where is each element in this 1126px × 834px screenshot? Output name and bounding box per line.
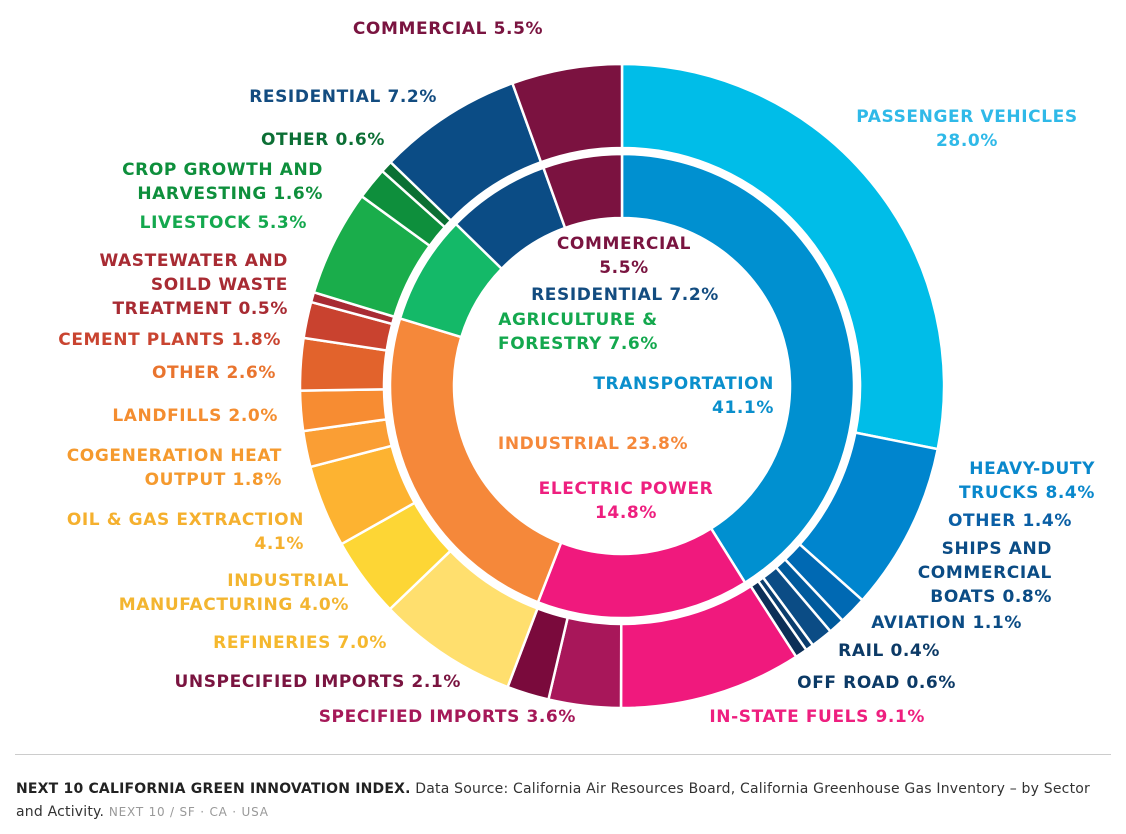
outer-label-aviation-4: AVIATION 1.1% xyxy=(871,613,1022,633)
outer-label-line: SOILD WASTE xyxy=(151,275,288,295)
sunburst-chart: PASSENGER VEHICLES 28.0% HEAVY-DUTY TRUCKS … xyxy=(58,19,1095,727)
inner-slice-commercial-5 xyxy=(542,152,624,230)
outer-label-line: MANUFACTURING 4.0% xyxy=(119,595,349,615)
outer-label-rail-5: RAIL 0.4% xyxy=(838,641,940,661)
outer-label-livestock-18: LIVESTOCK 5.3% xyxy=(140,213,307,233)
outer-label-passenger-vehicles-0: PASSENGER VEHICLES 28.0% xyxy=(856,107,1077,151)
outer-label-line: TREATMENT 0.5% xyxy=(112,299,288,319)
outer-label-line: COMMERCIAL xyxy=(918,563,1052,583)
outer-label-line: INDUSTRIAL xyxy=(227,571,349,591)
outer-label-line: HARVESTING 1.6% xyxy=(137,184,323,204)
outer-label-wastewater-and-soild-waste-treatment-17: WASTEWATER AND SOILD WASTE TREATMENT 0.5% xyxy=(99,251,288,319)
inner-label-agriculture-and-forestry-3: AGRICULTURE & FORESTRY 7.6% xyxy=(498,310,658,354)
footer-data-source: Data Source: California Air Resources Bo… xyxy=(16,781,1090,820)
outer-label-line: COGENERATION HEAT xyxy=(67,446,282,466)
outer-label-line: COMMERCIAL 5.5% xyxy=(353,19,543,39)
outer-label-line: 28.0% xyxy=(936,131,998,151)
outer-label-off-road-6: OFF ROAD 0.6% xyxy=(797,673,956,693)
outer-label-line: IN-STATE FUELS 9.1% xyxy=(709,707,925,727)
outer-label-cogeneration-heat-output-13: COGENERATION HEAT OUTPUT 1.8% xyxy=(67,446,282,490)
footer-meta: NEXT 10 / SF · CA · USA xyxy=(108,805,269,819)
inner-label-transportation-0: TRANSPORTATION 41.1% xyxy=(593,374,774,418)
footer-source: NEXT 10 CALIFORNIA GREEN INNOVATION INDE… xyxy=(16,778,1106,824)
outer-label-other-20: OTHER 0.6% xyxy=(261,130,385,150)
outer-label-residential-21: RESIDENTIAL 7.2% xyxy=(249,87,437,107)
outer-label-line: OIL & GAS EXTRACTION xyxy=(67,510,304,530)
footer-divider xyxy=(15,754,1111,755)
outer-label-line: RAIL 0.4% xyxy=(838,641,940,661)
inner-label-line: ELECTRIC POWER xyxy=(539,479,714,499)
outer-label-commercial-22: COMMERCIAL 5.5% xyxy=(353,19,543,39)
inner-label-residential-4: RESIDENTIAL 7.2% xyxy=(531,285,719,305)
outer-label-line: 4.1% xyxy=(254,534,304,554)
outer-label-line: AVIATION 1.1% xyxy=(871,613,1022,633)
outer-label-line: OTHER 2.6% xyxy=(152,363,276,383)
inner-label-line: RESIDENTIAL 7.2% xyxy=(531,285,719,305)
outer-slice-passenger-vehicles-0 xyxy=(620,62,946,451)
outer-label-line: OTHER 1.4% xyxy=(948,511,1072,531)
outer-label-line: SHIPS AND xyxy=(942,539,1052,559)
outer-slice-commercial-22 xyxy=(511,62,624,164)
inner-label-line: COMMERCIAL xyxy=(557,234,691,254)
inner-label-line: 41.1% xyxy=(712,398,774,418)
footer-title: NEXT 10 CALIFORNIA GREEN INNOVATION INDE… xyxy=(16,781,411,797)
outer-label-cement-plants-16: CEMENT PLANTS 1.8% xyxy=(58,330,281,350)
outer-label-line: CEMENT PLANTS 1.8% xyxy=(58,330,281,350)
inner-labels: TRANSPORTATION 41.1% ELECTRIC POWER 14.8% IN… xyxy=(498,234,774,523)
outer-label-line: HEAVY-DUTY xyxy=(969,459,1095,479)
outer-label-line: OTHER 0.6% xyxy=(261,130,385,150)
inner-label-commercial-5: COMMERCIAL 5.5% xyxy=(557,234,691,278)
outer-label-ships-and-commercial-boats-3: SHIPS AND COMMERCIAL BOATS 0.8% xyxy=(918,539,1052,607)
outer-label-line: LANDFILLS 2.0% xyxy=(112,406,278,426)
inner-label-industrial-2: INDUSTRIAL 23.8% xyxy=(498,434,688,454)
outer-label-line: UNSPECIFIED IMPORTS 2.1% xyxy=(174,672,461,692)
outer-label-heavy-duty-trucks-1: HEAVY-DUTY TRUCKS 8.4% xyxy=(959,459,1095,503)
outer-label-line: OUTPUT 1.8% xyxy=(145,470,282,490)
inner-label-line: INDUSTRIAL 23.8% xyxy=(498,434,688,454)
outer-label-line: LIVESTOCK 5.3% xyxy=(140,213,307,233)
inner-label-line: FORESTRY 7.6% xyxy=(498,334,658,354)
inner-slice-transportation-0 xyxy=(620,152,856,584)
outer-label-line: RESIDENTIAL 7.2% xyxy=(249,87,437,107)
inner-label-electric-power-1: ELECTRIC POWER 14.8% xyxy=(539,479,714,523)
outer-label-line: PASSENGER VEHICLES xyxy=(856,107,1077,127)
outer-label-line: CROP GROWTH AND xyxy=(122,160,323,180)
inner-label-line: AGRICULTURE & xyxy=(498,310,657,330)
outer-label-line: OFF ROAD 0.6% xyxy=(797,673,956,693)
outer-label-crop-growth-and-harvesting-19: CROP GROWTH AND HARVESTING 1.6% xyxy=(122,160,323,204)
outer-ring xyxy=(298,62,946,710)
outer-label-industrial-manufacturing-11: INDUSTRIAL MANUFACTURING 4.0% xyxy=(119,571,349,615)
outer-label-specified-imports-8: SPECIFIED IMPORTS 3.6% xyxy=(319,707,576,727)
outer-label-line: WASTEWATER AND xyxy=(99,251,288,271)
outer-label-line: SPECIFIED IMPORTS 3.6% xyxy=(319,707,576,727)
outer-label-line: TRUCKS 8.4% xyxy=(959,483,1095,503)
outer-label-unspecified-imports-9: UNSPECIFIED IMPORTS 2.1% xyxy=(174,672,461,692)
outer-label-other-2: OTHER 1.4% xyxy=(948,511,1072,531)
outer-labels: PASSENGER VEHICLES 28.0% HEAVY-DUTY TRUCKS … xyxy=(58,19,1095,727)
outer-label-other-15: OTHER 2.6% xyxy=(152,363,276,383)
outer-label-landfills-14: LANDFILLS 2.0% xyxy=(112,406,278,426)
outer-label-refineries-10: REFINERIES 7.0% xyxy=(213,633,387,653)
inner-ring xyxy=(388,152,856,620)
outer-label-oil-and-gas-extraction-12: OIL & GAS EXTRACTION 4.1% xyxy=(67,510,304,554)
outer-label-line: REFINERIES 7.0% xyxy=(213,633,387,653)
inner-label-line: 14.8% xyxy=(595,503,657,523)
inner-label-line: 5.5% xyxy=(599,258,649,278)
outer-label-in-state-fuels-7: IN-STATE FUELS 9.1% xyxy=(709,707,925,727)
outer-label-line: BOATS 0.8% xyxy=(930,587,1052,607)
inner-label-line: TRANSPORTATION xyxy=(593,374,774,394)
